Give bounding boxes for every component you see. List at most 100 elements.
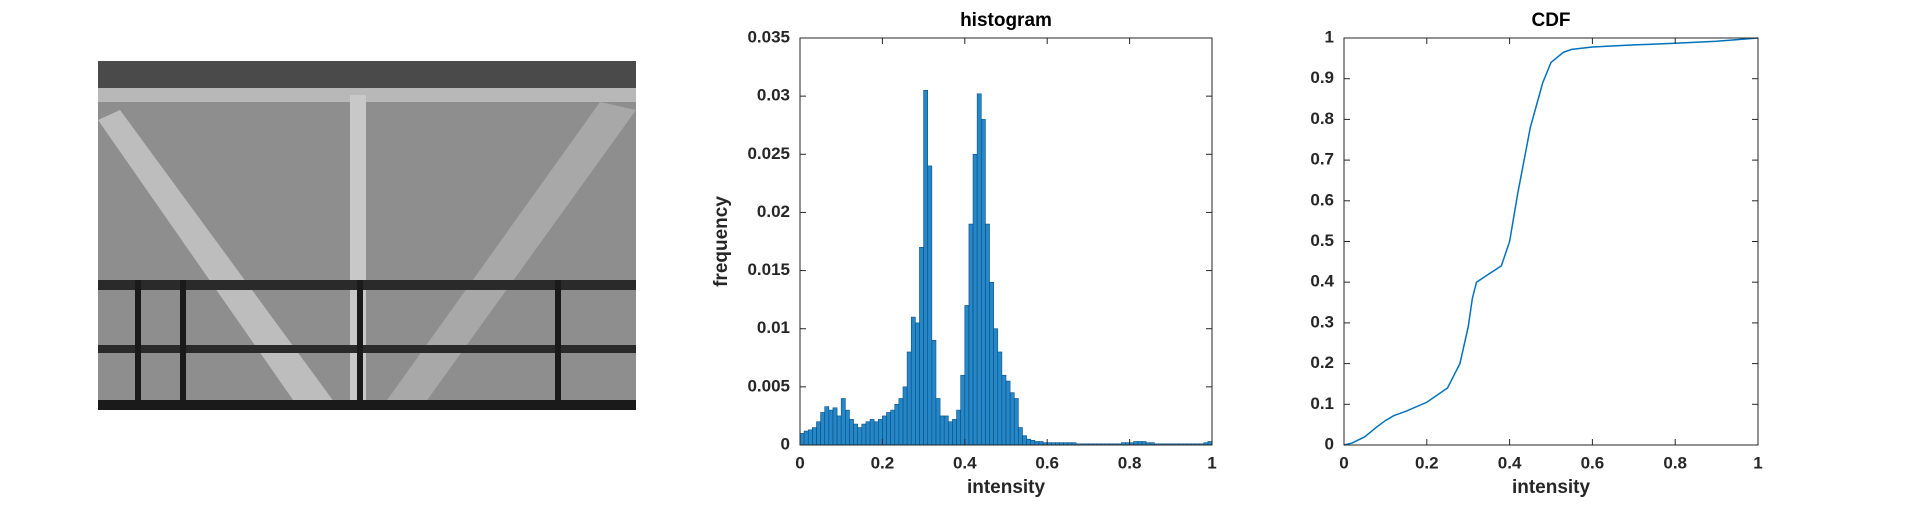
photo-strut xyxy=(98,110,340,410)
bar xyxy=(906,351,912,446)
bar xyxy=(857,427,863,446)
bar xyxy=(845,409,850,446)
bar xyxy=(1207,441,1213,446)
photo-beam xyxy=(98,61,636,91)
bar xyxy=(960,374,966,446)
bar xyxy=(1001,374,1007,446)
x-tick-label: 0.6 xyxy=(1035,453,1059,472)
x-tick-label: 0.4 xyxy=(1498,453,1522,472)
bar xyxy=(820,412,826,446)
bar xyxy=(816,421,821,446)
y-tick-label: 0.03 xyxy=(757,86,790,105)
photo-bar xyxy=(555,280,561,410)
bar xyxy=(968,223,974,446)
y-tick-label: 0 xyxy=(781,434,790,453)
y-tick-label: 1 xyxy=(1325,27,1334,46)
bar xyxy=(873,421,879,446)
bar xyxy=(1137,441,1143,446)
bar xyxy=(948,421,953,446)
photo-bar xyxy=(357,280,363,410)
bar xyxy=(964,305,970,446)
x-tick-label: 0 xyxy=(795,453,804,472)
x-tick-label: 0.8 xyxy=(1663,453,1687,472)
y-tick-label: 0.5 xyxy=(1310,231,1334,250)
y-tick-label: 0.025 xyxy=(747,144,790,163)
bar xyxy=(1022,435,1027,446)
bar xyxy=(877,419,883,446)
bar xyxy=(799,433,805,446)
bar xyxy=(882,415,887,446)
bar xyxy=(927,165,933,446)
y-tick-label: 0.005 xyxy=(747,376,790,395)
bar xyxy=(1026,438,1032,446)
bar xyxy=(1030,440,1036,446)
bar xyxy=(972,153,978,446)
bar xyxy=(935,398,941,446)
x-tick-label: 0 xyxy=(1339,453,1348,472)
x-tick-label: 1 xyxy=(1753,453,1762,472)
bar xyxy=(915,322,920,446)
photo-rail xyxy=(98,400,636,410)
y-tick-label: 0.3 xyxy=(1310,312,1334,331)
bar xyxy=(943,415,949,446)
bar xyxy=(865,421,871,446)
bar xyxy=(828,409,834,446)
x-axis-label: intensity xyxy=(967,477,1046,498)
bar xyxy=(902,386,908,446)
y-tick-label: 0.8 xyxy=(1310,109,1334,128)
x-tick-label: 0.2 xyxy=(871,453,895,472)
axes-box xyxy=(799,37,1213,446)
bar xyxy=(849,419,854,446)
y-tick-label: 0.6 xyxy=(1310,190,1334,209)
bar xyxy=(931,340,937,446)
bar xyxy=(980,119,986,446)
bar xyxy=(993,328,999,446)
bar xyxy=(956,409,961,446)
bar xyxy=(910,316,916,446)
y-axis-label: frequency xyxy=(711,196,732,287)
bar xyxy=(1141,441,1147,446)
plot-area xyxy=(1344,38,1758,445)
bar xyxy=(886,412,891,446)
x-axis-label: intensity xyxy=(1512,477,1591,498)
x-tick-label: 1 xyxy=(1207,453,1216,472)
bar xyxy=(985,223,990,446)
y-tick-label: 0.9 xyxy=(1310,68,1334,87)
y-tick-label: 0 xyxy=(1325,434,1334,453)
y-tick-label: 0.02 xyxy=(757,202,790,221)
y-tick-label: 0.2 xyxy=(1310,353,1334,372)
x-tick-label: 0.4 xyxy=(953,453,977,472)
photo-beam xyxy=(98,88,636,102)
bar xyxy=(1133,441,1139,446)
photo xyxy=(98,61,636,410)
photo-strut xyxy=(380,102,636,410)
bar xyxy=(898,398,904,446)
bar xyxy=(1034,441,1040,446)
bar xyxy=(832,407,838,446)
y-tick-label: 0.4 xyxy=(1310,272,1334,291)
bar xyxy=(923,90,929,446)
photo-bar xyxy=(135,280,141,410)
bar xyxy=(853,423,858,446)
bar xyxy=(1005,380,1011,446)
bar xyxy=(976,93,982,446)
x-tick-label: 0.2 xyxy=(1415,453,1439,472)
y-tick-label: 0.1 xyxy=(1310,394,1334,413)
x-tick-label: 0.8 xyxy=(1118,453,1142,472)
y-tick-label: 0.01 xyxy=(757,318,790,337)
bar xyxy=(824,406,830,446)
bar xyxy=(952,419,957,446)
x-tick-label: 0.6 xyxy=(1581,453,1605,472)
photo-rail xyxy=(98,345,636,353)
bar xyxy=(869,419,875,446)
photo-rail xyxy=(98,280,636,290)
y-tick-label: 0.015 xyxy=(747,260,790,279)
cdf-line xyxy=(1343,37,1759,446)
bar xyxy=(840,398,846,446)
bar xyxy=(997,351,1003,446)
bar xyxy=(803,430,809,446)
bar xyxy=(939,415,945,446)
chart-title: histogram xyxy=(960,10,1052,31)
photo-bar xyxy=(180,280,186,410)
